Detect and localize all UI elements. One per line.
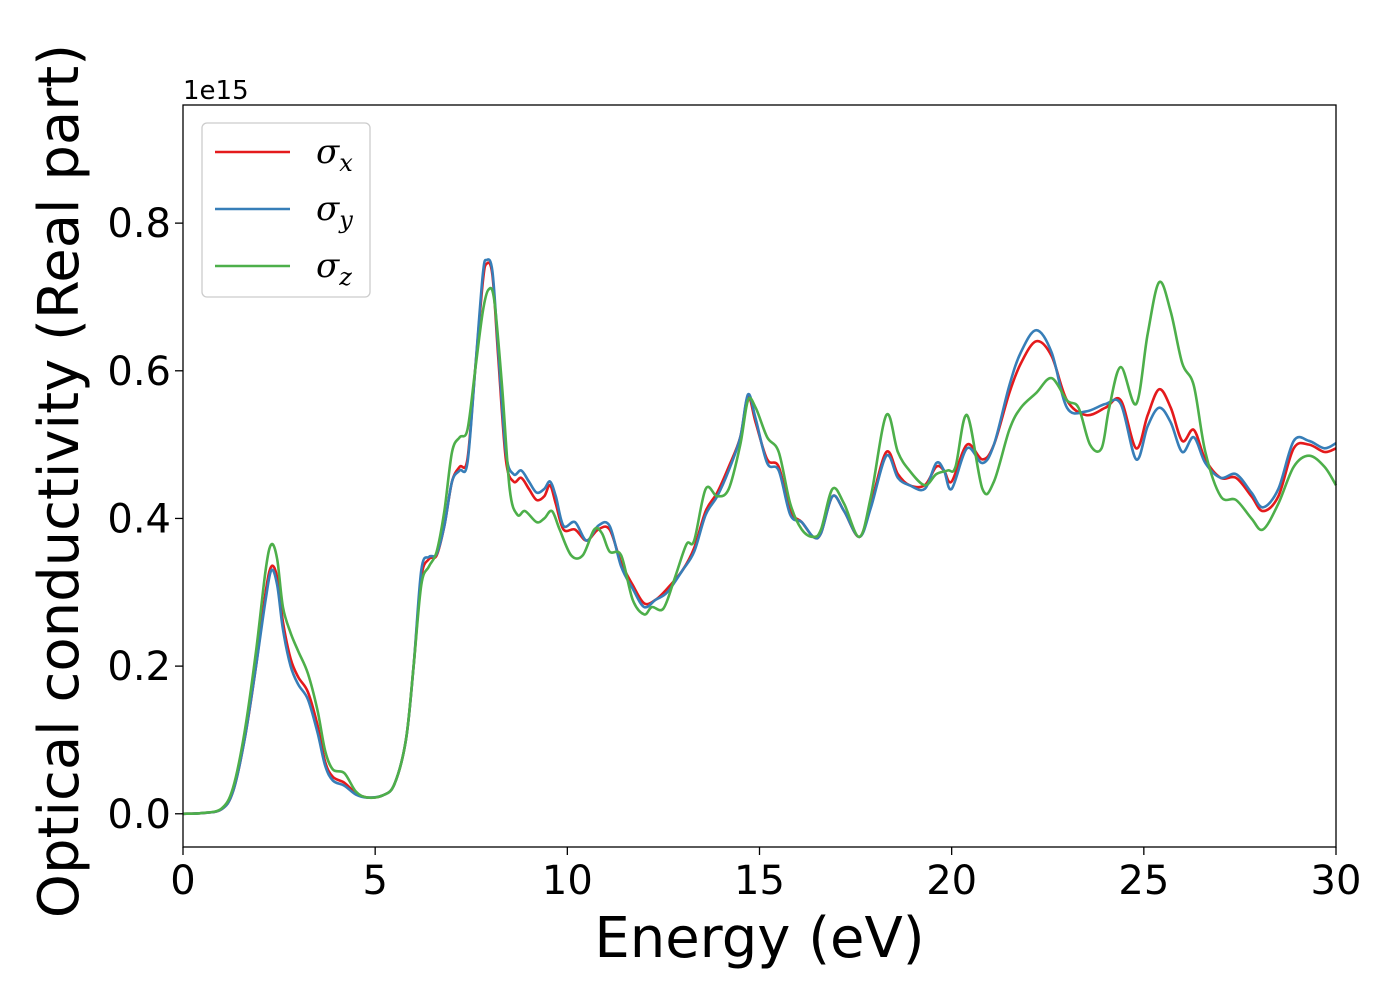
y-axis-title: Optical conductivity (Real part) [27,44,92,918]
series-line-z [182,280,1338,816]
x-tick-label: 0 [170,858,195,904]
series-lines [182,258,1338,816]
y-tick-label: 0.0 [107,792,171,838]
legend-label-x: σx [316,132,353,177]
legend-subscript: y [338,206,353,234]
x-tick-label: 5 [362,858,387,904]
legend-symbol: σ [316,246,340,286]
y-offset-label: 1e15 [183,76,249,106]
legend-label-z: σz [316,246,352,291]
x-tick-label: 10 [542,858,593,904]
legend-subscript: x [339,149,353,177]
x-axis-ticks: 0 5 10 15 20 25 30 [170,847,1361,904]
legend-symbol: σ [316,132,340,172]
x-tick-label: 25 [1118,858,1169,904]
legend-subscript: z [338,263,352,291]
x-tick-label: 20 [926,858,977,904]
y-tick-label: 0.4 [107,496,171,542]
y-axis-ticks: 0.0 0.2 0.4 0.6 0.8 [107,201,183,838]
x-tick-label: 15 [734,858,785,904]
y-tick-label: 0.8 [107,201,171,247]
legend-label-y: σy [316,189,353,234]
x-axis-title: Energy (eV) [594,906,924,971]
legend-symbol: σ [316,189,340,229]
y-tick-label: 0.2 [107,644,171,690]
y-tick-label: 0.6 [107,349,171,395]
x-tick-label: 30 [1311,858,1362,904]
